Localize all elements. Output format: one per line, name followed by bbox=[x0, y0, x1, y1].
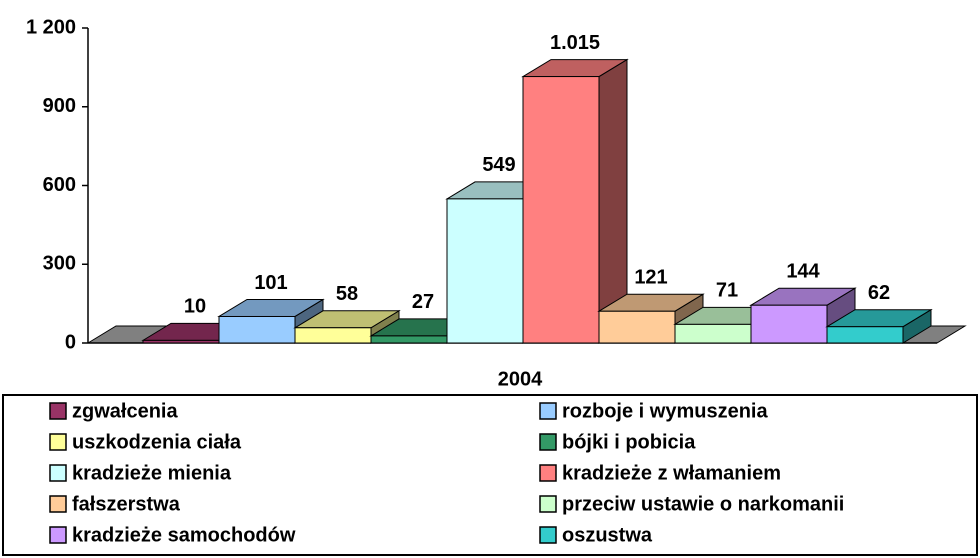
data-label: 27 bbox=[412, 291, 434, 313]
legend-swatch bbox=[49, 464, 67, 482]
bar-face bbox=[370, 335, 448, 344]
data-label: 101 bbox=[254, 272, 287, 294]
y-tick-label: 0 bbox=[65, 331, 76, 353]
data-label: 58 bbox=[336, 283, 358, 305]
bar-face bbox=[522, 76, 600, 344]
bar-face bbox=[446, 198, 524, 344]
legend-label: kradzieże mienia bbox=[72, 462, 232, 484]
bar bbox=[521, 58, 629, 344]
bar-face bbox=[598, 310, 676, 344]
bar bbox=[825, 308, 933, 344]
bar-face bbox=[750, 304, 828, 344]
legend-swatch bbox=[49, 402, 67, 420]
bar-face bbox=[142, 339, 220, 344]
data-label: 10 bbox=[184, 296, 206, 318]
x-tick-label: 2004 bbox=[498, 368, 543, 390]
legend-swatch bbox=[49, 495, 67, 513]
legend-label: rozboje i wymuszenia bbox=[562, 400, 768, 422]
legend-label: kradzieże z włamaniem bbox=[562, 462, 781, 484]
bar-face bbox=[218, 315, 296, 344]
y-tick-label: 600 bbox=[43, 174, 76, 196]
legend-swatch bbox=[539, 464, 557, 482]
legend-swatch bbox=[539, 495, 557, 513]
legend-swatch bbox=[539, 526, 557, 544]
legend-label: bójki i pobicia bbox=[562, 431, 696, 453]
legend-swatch bbox=[539, 433, 557, 451]
bar-face bbox=[674, 323, 752, 344]
legend-label: kradzieże samochodów bbox=[72, 524, 296, 546]
legend-label: przeciw ustawie o narkomanii bbox=[562, 493, 844, 515]
data-label: 62 bbox=[868, 282, 890, 304]
bar-face bbox=[826, 326, 904, 344]
legend-swatch bbox=[49, 433, 67, 451]
data-label: 1.015 bbox=[550, 32, 600, 54]
data-label: 144 bbox=[786, 260, 820, 282]
legend-label: oszustwa bbox=[562, 524, 653, 546]
legend-swatch bbox=[539, 402, 557, 420]
legend-label: fałszerstwa bbox=[72, 493, 181, 515]
data-label: 121 bbox=[634, 267, 667, 289]
y-tick-label: 1 200 bbox=[26, 16, 76, 38]
legend-swatch bbox=[49, 526, 67, 544]
legend-label: zgwałcenia bbox=[72, 400, 178, 422]
y-tick-label: 900 bbox=[43, 95, 76, 117]
data-label: 549 bbox=[482, 154, 515, 176]
legend-box bbox=[2, 394, 978, 556]
bar-face bbox=[294, 327, 372, 344]
data-label: 71 bbox=[716, 280, 738, 302]
legend-label: uszkodzenia ciała bbox=[72, 431, 242, 453]
y-tick-label: 300 bbox=[43, 253, 76, 275]
